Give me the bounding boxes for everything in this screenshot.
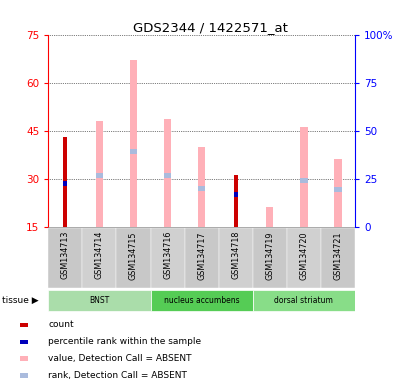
Bar [300,127,307,227]
Bar [253,290,355,311]
Bar [48,290,150,311]
Bar [266,207,273,227]
Bar [130,60,137,227]
Bar [96,173,103,178]
Text: count: count [48,320,74,329]
Bar [48,228,82,288]
Bar [321,228,355,288]
Bar [198,147,205,227]
Text: nucleus accumbens: nucleus accumbens [164,296,239,305]
Bar [116,228,150,288]
Text: GSM134720: GSM134720 [299,231,308,280]
Bar [21,339,29,344]
Text: GDS2344 / 1422571_at: GDS2344 / 1422571_at [133,21,287,34]
Text: GSM134721: GSM134721 [333,231,342,280]
Bar [198,186,205,190]
Bar [334,187,341,192]
Bar [164,173,171,178]
Bar [164,119,171,227]
Bar [287,228,321,288]
Text: GSM134715: GSM134715 [129,231,138,280]
Bar [150,228,184,288]
Text: dorsal striatum: dorsal striatum [274,296,333,305]
Text: GSM134714: GSM134714 [95,231,104,280]
Text: tissue ▶: tissue ▶ [2,296,39,305]
Bar [21,323,29,328]
Text: GSM134718: GSM134718 [231,231,240,280]
Text: GSM134716: GSM134716 [163,231,172,280]
Bar [334,159,341,227]
Text: GSM134713: GSM134713 [61,231,70,280]
Text: value, Detection Call = ABSENT: value, Detection Call = ABSENT [48,354,192,363]
Bar [219,228,253,288]
Bar [300,178,307,182]
Text: BNST: BNST [89,296,110,305]
Bar [150,290,253,311]
Bar [234,175,238,227]
Bar [63,137,67,227]
Bar [21,356,29,361]
Bar [96,121,103,227]
Bar [253,228,287,288]
Bar [184,228,219,288]
Bar [130,149,137,154]
Bar [82,228,116,288]
Text: percentile rank within the sample: percentile rank within the sample [48,337,201,346]
Text: GSM134717: GSM134717 [197,231,206,280]
Text: rank, Detection Call = ABSENT: rank, Detection Call = ABSENT [48,371,187,380]
Bar [234,192,238,197]
Text: GSM134719: GSM134719 [265,231,274,280]
Bar [21,373,29,378]
Bar [63,181,67,186]
